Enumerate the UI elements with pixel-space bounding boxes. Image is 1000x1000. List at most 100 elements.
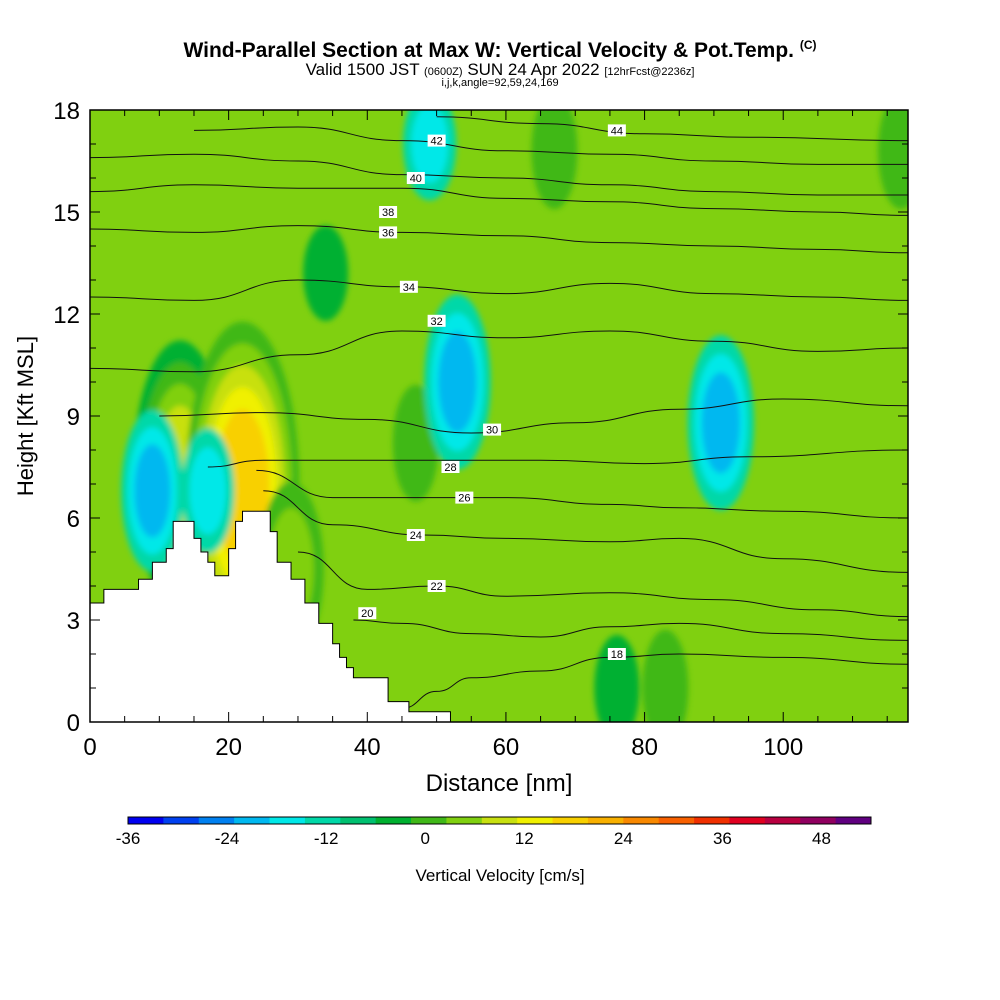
y-tick-label-0: 0	[67, 710, 80, 737]
velocity-cell-7-2	[701, 372, 740, 474]
colorbar-swatch-1	[163, 817, 200, 824]
x-tick-label-80: 80	[631, 734, 658, 761]
theta-label-bg-32	[427, 314, 446, 327]
x-tick-label-100: 100	[763, 734, 803, 761]
colorbar-swatch-7	[375, 817, 412, 824]
theta-label-36: 36	[382, 227, 394, 239]
theta-contour-42	[193, 126, 908, 165]
colorbar	[127, 816, 872, 825]
theta-label-bg-22	[427, 580, 446, 592]
axis-ticks	[89, 109, 908, 723]
theta-label-bg-42	[427, 134, 446, 147]
colorbar-swatch-10	[481, 817, 518, 824]
colorbar-label: Vertical Velocity [cm/s]	[415, 866, 584, 885]
velocity-cell-9-0	[878, 110, 908, 210]
colorbar-tick-label-12: 12	[515, 829, 534, 848]
y-tick-label-6: 6	[67, 506, 80, 533]
colorbar-swatch-15	[658, 817, 695, 824]
theta-label-26: 26	[458, 493, 470, 505]
colorbar-swatch-3	[234, 817, 271, 824]
theta-contour-32	[90, 330, 908, 373]
colorbar-swatch-0	[128, 817, 164, 824]
chart-subtitle: Valid 1500 JST (0600Z) SUN 24 Apr 2022 […	[0, 60, 1000, 80]
theta-label-18: 18	[611, 649, 623, 661]
theta-contour-38	[90, 184, 908, 216]
theta-label-42: 42	[430, 136, 442, 148]
colorbar-tick-label-36: 36	[713, 829, 732, 848]
copyright-mark: (C)	[799, 38, 817, 52]
utc-time: (0600Z)	[424, 66, 463, 78]
plot-area: 18 20 22 24 26 28 30 32 34 36 38 40 42 44	[90, 110, 908, 722]
theta-label-34: 34	[403, 282, 415, 294]
colorbar-swatch-5	[304, 817, 341, 824]
theta-label-28: 28	[444, 462, 456, 474]
chart-title: Wind-Parallel Section at Max W: Vertical…	[0, 38, 1000, 63]
theta-contour-20	[353, 619, 908, 641]
y-tick-label-15: 15	[53, 200, 80, 227]
theta-contour-22	[297, 551, 908, 618]
theta-label-bg-24	[406, 529, 425, 541]
x-tick-label-60: 60	[493, 734, 520, 761]
theta-label-bg-38	[379, 206, 398, 218]
x-axis-label: Distance [nm]	[426, 770, 573, 797]
theta-contour-36	[90, 225, 908, 254]
theta-label-22: 22	[430, 581, 442, 593]
colorbar-swatch-18	[764, 817, 801, 824]
theta-label-bg-34	[399, 280, 418, 293]
velocity-cell-2-2	[134, 444, 171, 538]
colorbar-frame	[127, 816, 872, 825]
colorbar-swatch-20	[835, 817, 872, 824]
terrain-profile	[90, 510, 451, 722]
theta-contour-40	[90, 153, 908, 196]
colorbar-swatch-13	[587, 817, 624, 824]
theta-contour-30	[159, 398, 908, 434]
colorbar-tick-label-0: 0	[420, 829, 429, 848]
theta-label-bg-40	[406, 172, 425, 184]
x-tick-label-40: 40	[354, 734, 381, 761]
theta-contour-26	[256, 469, 908, 519]
theta-label-30: 30	[486, 425, 498, 437]
colorbar-swatch-2	[198, 817, 235, 824]
y-tick-label-18: 18	[53, 98, 80, 125]
title-text: Wind-Parallel Section at Max W: Vertical…	[183, 39, 794, 62]
colorbar-swatch-9	[446, 817, 483, 824]
colorbar-tick-label--24: -24	[215, 829, 240, 848]
y-axis-label: Height [Kft MSL]	[13, 336, 38, 496]
x-tick-labels: 0 20 40 60 80 100	[83, 734, 803, 761]
theta-label-bg-20	[358, 607, 377, 620]
velocity-cell-12-0	[642, 629, 689, 722]
theta-label-44: 44	[611, 125, 623, 137]
valid-date: SUN 24 Apr 2022	[467, 60, 600, 79]
colorbar-swatch-17	[729, 817, 766, 824]
forecast-info: [12hrFcst@2236z]	[604, 66, 695, 78]
colorbar-swatch-11	[517, 817, 554, 824]
theta-contour-28	[207, 449, 908, 468]
y-tick-label-3: 3	[67, 608, 80, 635]
theta-contour-34	[90, 279, 908, 301]
velocity-cell-10-0	[303, 225, 349, 321]
theta-label-bg-36	[379, 226, 398, 239]
velocity-cell-3-1	[189, 447, 227, 535]
colorbar-tick-labels: -36 -24 -12 0 12 24 36 48	[116, 829, 831, 848]
colorbar-swatch-14	[623, 817, 660, 824]
theta-label-38: 38	[382, 207, 394, 219]
valid-time: Valid 1500 JST	[305, 60, 420, 79]
theta-label-24: 24	[410, 530, 422, 542]
y-tick-labels: 0 3 6 9 12 15 18	[53, 98, 80, 737]
theta-label-bg-28	[441, 461, 460, 473]
colorbar-swatch-19	[800, 817, 837, 824]
theta-label-bg-30	[483, 423, 502, 436]
theta-label-40: 40	[410, 173, 422, 185]
colorbar-swatch-6	[340, 817, 377, 824]
velocity-cell-6-2	[438, 331, 477, 433]
theta-label-bg-18	[607, 648, 626, 660]
colorbar-swatch-8	[411, 817, 447, 824]
section-params: i,j,k,angle=92,59,24,169	[441, 77, 559, 89]
theta-contours: 18 20 22 24 26 28 30 32 34 36 38 40 42 44	[90, 116, 908, 709]
colorbar-tick-label--36: -36	[116, 829, 141, 848]
colorbar-tick-label--12: -12	[314, 829, 339, 848]
colorbar-swatch-12	[552, 817, 589, 824]
theta-label-bg-26	[455, 491, 474, 504]
